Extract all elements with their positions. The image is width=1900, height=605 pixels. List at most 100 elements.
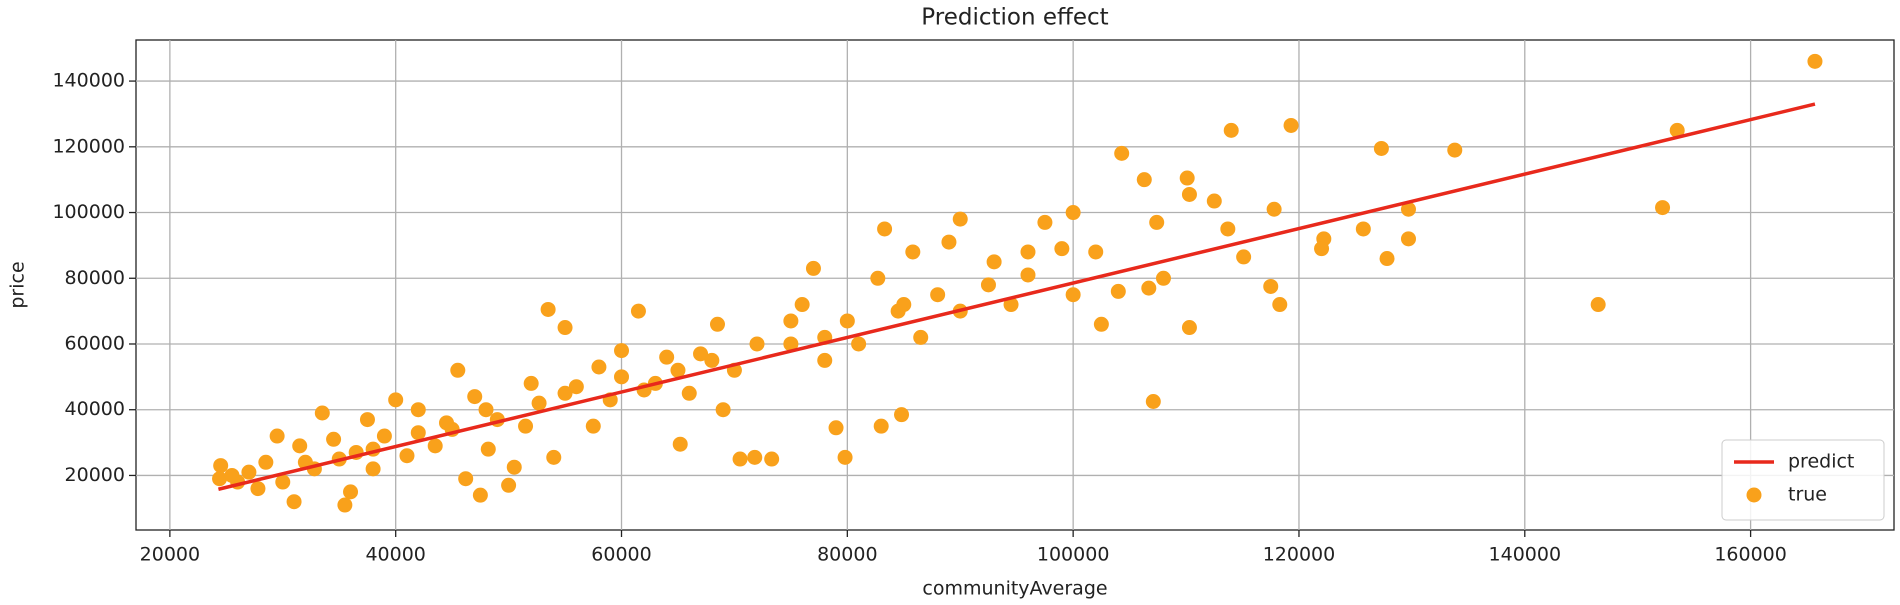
legend-label: true <box>1788 484 1827 506</box>
scatter-point <box>870 270 886 286</box>
y-tick-label: 140000 <box>52 70 125 92</box>
scatter-point <box>568 379 584 395</box>
scatter-point <box>1223 122 1239 138</box>
scatter-point <box>467 389 483 405</box>
scatter-point <box>531 395 547 411</box>
scatter-point <box>693 346 709 362</box>
scatter-point <box>783 336 799 352</box>
scatter-point <box>1272 297 1288 313</box>
scatter-point <box>1114 145 1130 161</box>
scatter-point <box>732 451 748 467</box>
scatter-point <box>986 254 1002 270</box>
scatter-point <box>747 449 763 465</box>
scatter-point <box>1145 394 1161 410</box>
scatter-point <box>337 497 353 513</box>
scatter-point <box>614 369 630 385</box>
scatter-point <box>275 474 291 490</box>
scatter-point <box>250 481 266 497</box>
y-tick-label: 20000 <box>65 464 125 486</box>
scatter-point <box>873 418 889 434</box>
scatter-point <box>523 375 539 391</box>
scatter-point <box>1447 142 1463 158</box>
scatter-point <box>314 405 330 421</box>
scatter-point <box>213 458 229 474</box>
plot-frame <box>135 39 1895 531</box>
scatter-point <box>1807 53 1823 69</box>
x-tick-label: 60000 <box>591 544 651 566</box>
scatter-point <box>506 459 522 475</box>
x-tick-label: 40000 <box>365 544 425 566</box>
scatter-point <box>749 336 765 352</box>
scatter-point <box>704 352 720 368</box>
x-tick-label: 160000 <box>1714 544 1787 566</box>
scatter-point <box>480 441 496 457</box>
scatter-point <box>614 343 630 359</box>
scatter-point <box>1065 287 1081 303</box>
scatter-point <box>1020 244 1036 260</box>
scatter-point <box>715 402 731 418</box>
scatter-point <box>1669 122 1685 138</box>
y-tick-label: 120000 <box>52 135 125 157</box>
scatter-point <box>1088 244 1104 260</box>
scatter-point <box>817 352 833 368</box>
scatter-point <box>478 402 494 418</box>
scatter-point <box>269 428 285 444</box>
scatter-point <box>399 448 415 464</box>
scatter-point <box>224 467 240 483</box>
scatter-point <box>839 313 855 329</box>
scatter-point <box>794 297 810 313</box>
x-tick-label: 140000 <box>1489 544 1562 566</box>
scatter-point <box>450 362 466 378</box>
scatter-point <box>1590 297 1606 313</box>
scatter-point <box>1373 140 1389 156</box>
y-tick-label: 40000 <box>65 398 125 420</box>
y-tick-label: 60000 <box>65 332 125 354</box>
scatter-point <box>376 428 392 444</box>
scatter-point <box>1220 221 1236 237</box>
scatter-point <box>1003 297 1019 313</box>
scatter-point <box>952 211 968 227</box>
scatter-point <box>1266 201 1282 217</box>
scatter-point <box>1155 270 1171 286</box>
scatter-point <box>1181 186 1197 202</box>
scatter-point <box>241 464 257 480</box>
scatter-point <box>805 260 821 276</box>
scatter-point <box>659 349 675 365</box>
x-tick-label: 100000 <box>1037 544 1110 566</box>
scatter-point <box>670 362 686 378</box>
scatter-point <box>1110 283 1126 299</box>
scatter-point <box>709 316 725 332</box>
scatter-point <box>905 244 921 260</box>
x-tick-label: 20000 <box>140 544 200 566</box>
chart-title: Prediction effect <box>921 5 1108 31</box>
predict-line <box>218 102 1816 491</box>
scatter-point <box>258 454 274 470</box>
scatter-point <box>1065 205 1081 221</box>
scatter-point <box>1093 316 1109 332</box>
scatter-point <box>410 402 426 418</box>
scatter-point <box>343 484 359 500</box>
x-tick-label: 120000 <box>1263 544 1336 566</box>
scatter-point <box>1181 320 1197 336</box>
scatter-point <box>212 471 228 487</box>
scatter-point <box>913 329 929 345</box>
scatter-point <box>591 359 607 375</box>
scatter-point <box>1400 201 1416 217</box>
scatter-point <box>557 385 573 401</box>
scatter-point <box>585 418 601 434</box>
scatter-point <box>930 287 946 303</box>
scatter-point <box>1037 214 1053 230</box>
scatter-point <box>896 297 912 313</box>
scatter-point <box>1400 231 1416 247</box>
scatter-point <box>326 431 342 447</box>
scatter-point <box>410 425 426 441</box>
scatter-point <box>518 418 534 434</box>
scatter-point <box>980 277 996 293</box>
scatter-point <box>1379 251 1395 267</box>
scatter-point <box>1263 278 1279 294</box>
scatter-point <box>1236 249 1252 265</box>
scatter-point <box>388 392 404 408</box>
scatter-point <box>1020 267 1036 283</box>
y-tick-label: 100000 <box>52 201 125 223</box>
scatter-point <box>286 494 302 510</box>
